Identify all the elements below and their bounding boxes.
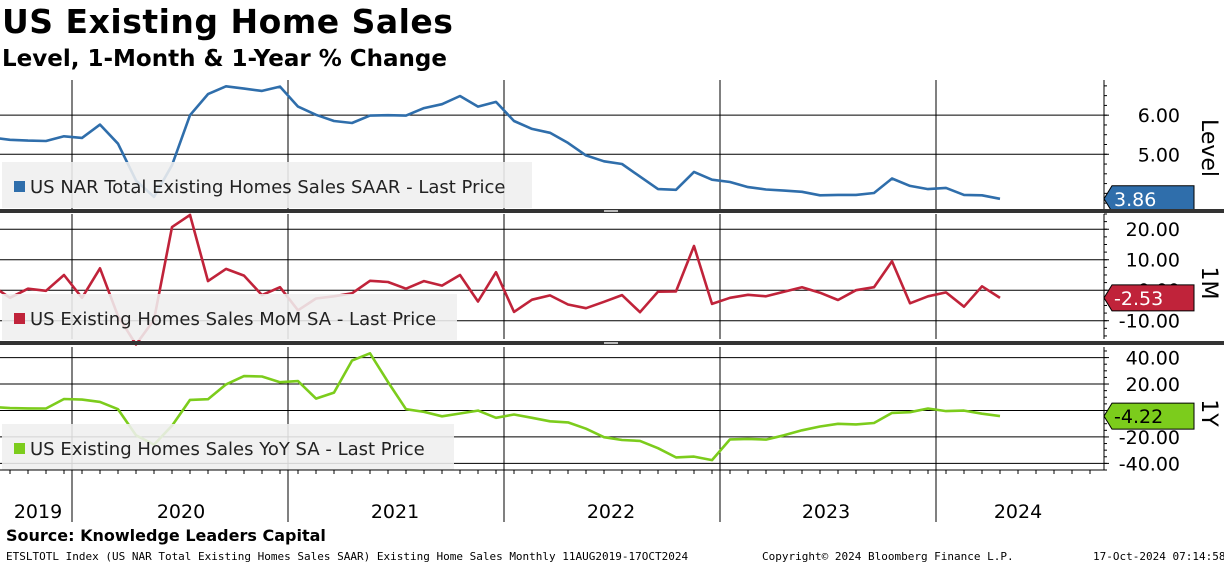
y-tick-label: -20.00 <box>1119 427 1180 449</box>
y-tick-label: 20.00 <box>1126 219 1180 241</box>
last-value-tag <box>1103 402 1195 430</box>
last-value-label: -2.53 <box>1114 288 1163 310</box>
x-tick-label: 2021 <box>371 501 419 523</box>
legend-label: US Existing Homes Sales YoY SA - Last Pr… <box>30 439 425 460</box>
panel-divider-grip <box>604 342 618 344</box>
y-tick-label: 10.00 <box>1126 250 1180 272</box>
x-tick-label: 2024 <box>994 501 1042 523</box>
y-tick-label: -40.00 <box>1119 453 1180 475</box>
chart-subtitle: Level, 1-Month & 1-Year % Change <box>2 46 447 72</box>
chart-title: US Existing Home Sales <box>2 2 454 41</box>
legend-box <box>2 424 454 470</box>
last-value-label: -4.22 <box>1114 406 1163 428</box>
panel-axis-label: 1Y <box>1196 399 1221 427</box>
x-tick-label: 2020 <box>157 501 205 523</box>
source-note: Source: Knowledge Leaders Capital <box>6 526 326 545</box>
legend-label: US Existing Homes Sales MoM SA - Last Pr… <box>30 309 436 330</box>
legend-label: US NAR Total Existing Homes Sales SAAR -… <box>30 177 505 198</box>
panel-level: 6.00 5.00 US NAR Total Existing Homes Sale… <box>0 80 1221 213</box>
footer-index-description: ETSLTOTL Index (US NAR Total Existing Ho… <box>6 550 689 563</box>
x-tick-label: 2019 <box>14 501 62 523</box>
y-tick-label: 5.00 <box>1138 144 1180 166</box>
y-tick-label: 6.00 <box>1138 105 1180 127</box>
y-tick-label: 40.00 <box>1126 348 1180 370</box>
last-value-tag <box>1103 284 1195 312</box>
series-line-mom <box>0 213 1001 346</box>
x-tick-label: 2023 <box>802 501 850 523</box>
legend-swatch <box>14 313 25 324</box>
legend-swatch <box>14 181 25 192</box>
panel-axis-label: Level <box>1196 119 1221 177</box>
legend-box <box>2 294 457 340</box>
panel-divider-grip <box>604 210 618 212</box>
footer-copyright: Copyright© 2024 Bloomberg Finance L.P. <box>762 550 1014 563</box>
legend-box <box>2 162 532 208</box>
y-tick-label: 20.00 <box>1126 374 1180 396</box>
last-value-label: 3.86 <box>1114 189 1156 211</box>
y-tick-label: -10.00 <box>1119 311 1180 333</box>
panel-axis-label: 1M <box>1196 267 1221 300</box>
legend-swatch <box>14 443 25 454</box>
footer-timestamp: 17-Oct-2024 07:14:58 <box>1093 550 1224 563</box>
x-tick-label: 2022 <box>587 501 635 523</box>
